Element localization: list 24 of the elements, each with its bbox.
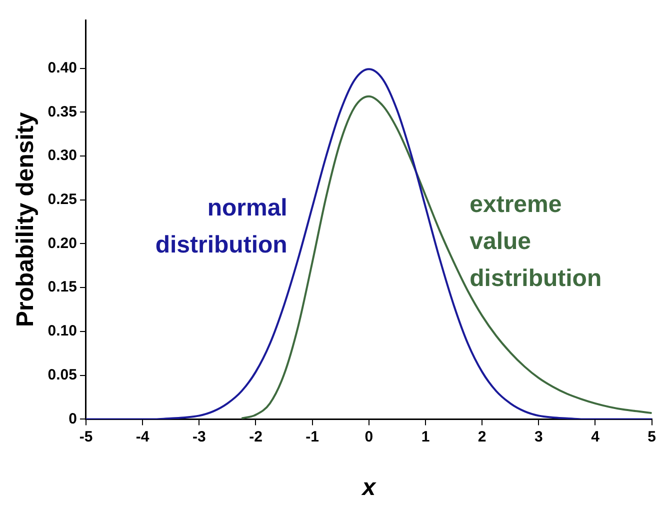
x-tick-label: -3 bbox=[192, 428, 206, 446]
y-tick-label: 0.20 bbox=[48, 234, 77, 252]
x-axis-title: x bbox=[360, 474, 378, 502]
y-tick-label: 0.15 bbox=[48, 278, 77, 296]
x-tick-label: 4 bbox=[591, 428, 600, 446]
x-tick-label: 1 bbox=[421, 428, 430, 446]
series-label: extreme value distribution bbox=[470, 191, 602, 292]
x-tick-label: 3 bbox=[534, 428, 543, 446]
y-axis-title: Probability density bbox=[12, 112, 40, 327]
series-label: normal distribution bbox=[155, 194, 288, 258]
x-tick-label: 2 bbox=[478, 428, 486, 446]
x-tick-label: 5 bbox=[648, 428, 656, 446]
x-tick-label: -1 bbox=[306, 428, 319, 446]
y-tick-label: 0.10 bbox=[48, 322, 77, 340]
x-tick-label: -2 bbox=[249, 428, 262, 446]
y-tick-label: 0 bbox=[68, 410, 77, 428]
x-tick-label: -4 bbox=[136, 428, 150, 446]
x-tick-label: 0 bbox=[364, 428, 374, 446]
x-tick-label: -5 bbox=[79, 428, 93, 446]
y-tick-label: 0.30 bbox=[48, 147, 77, 164]
y-tick-label: 0.25 bbox=[48, 191, 77, 208]
y-tick-label: 0.05 bbox=[48, 366, 77, 384]
y-tick-label: 0.40 bbox=[48, 59, 77, 76]
y-tick-label: 0.35 bbox=[48, 103, 77, 120]
